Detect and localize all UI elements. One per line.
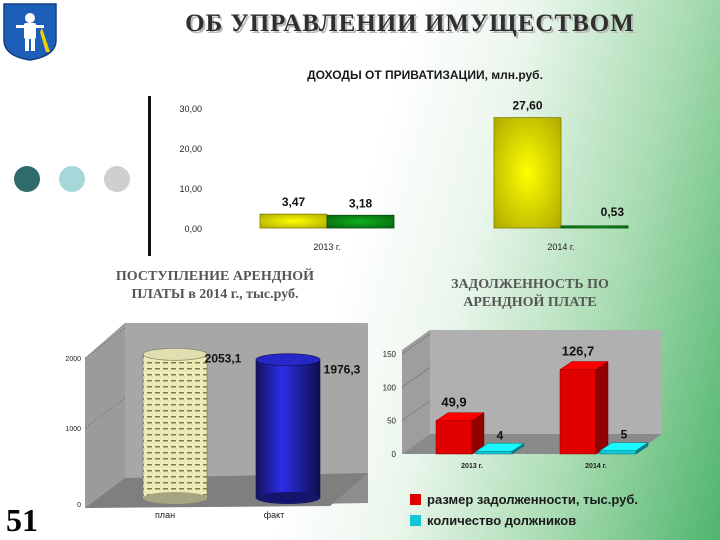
debt-gridline xyxy=(401,400,431,421)
privatization-data-label: 3,18 xyxy=(349,196,373,210)
debt-gridline xyxy=(401,333,431,355)
debt-side-wall xyxy=(402,330,430,454)
debt-bar-side xyxy=(511,442,525,455)
debt-bar-side xyxy=(635,442,649,455)
rent-y-tick-label: 1000 xyxy=(65,426,81,433)
legend-swatch-debt-size xyxy=(410,494,421,505)
debt-data-label: 4 xyxy=(497,428,504,442)
privatization-y-tick-label: 10,00 xyxy=(179,184,202,194)
rent-chart: 0 1000 2000 2053,1 план 1976,3 факт xyxy=(65,323,368,520)
rent-bar-cylinder xyxy=(142,353,208,499)
legend-swatch-debtor-count xyxy=(410,515,421,526)
legend-label-debt-size: размер задолженности, тыс.руб. xyxy=(427,492,639,507)
privatization-data-label: 3,47 xyxy=(282,195,306,209)
rent-bar-base xyxy=(143,492,207,504)
privatization-chart: 0,00 10,00 20,00 30,00 3,47 3,18 2013 г. 27,60 0… xyxy=(179,99,629,252)
rent-side-wall xyxy=(85,323,125,508)
debt-x-tick-label: 2014 г. xyxy=(585,463,607,470)
privatization-y-tick-label: 30,00 xyxy=(179,104,202,114)
debt-bar xyxy=(435,420,473,455)
rent-bar-top xyxy=(142,347,208,361)
decor-dot-dark xyxy=(14,166,40,192)
debt-y-tick-label: 50 xyxy=(387,417,396,426)
rent-data-label: 2053,1 xyxy=(205,351,242,365)
debt-bar xyxy=(599,450,637,455)
decor-dot-grey xyxy=(104,166,130,192)
city-crest-logo xyxy=(3,3,57,61)
privatization-axis-line xyxy=(148,96,151,256)
privatization-data-label: 0,53 xyxy=(601,205,625,219)
privatization-bar xyxy=(259,213,328,229)
debt-y-tick-label: 0 xyxy=(392,450,397,459)
slide-number: 51 xyxy=(6,502,38,538)
privatization-x-tick-label: 2013 г. xyxy=(313,242,340,252)
debt-x-tick-label: 2013 г. xyxy=(461,463,483,470)
debt-bar-side xyxy=(595,361,609,455)
debt-data-label: 126,7 xyxy=(562,344,595,359)
rent-y-tick-label: 2000 xyxy=(65,356,81,363)
legend-item-debt-size: размер задолженности, тыс.руб. xyxy=(410,492,638,507)
debt-chart: 0 50 100 150 49,9 4 2013 г. 126,7 5 2014 г. xyxy=(383,330,662,470)
rent-data-label: 1976,3 xyxy=(324,363,361,377)
rent-bar-cylinder xyxy=(255,359,321,499)
page-title: ОБ УПРАВЛЕНИИ ИМУЩЕСТВОМ xyxy=(185,10,635,37)
debt-data-label: 5 xyxy=(621,428,628,442)
rent-bar-top xyxy=(255,353,321,366)
debt-chart-title: ЗАДОЛЖЕННОСТЬ ПО АРЕНДНОЙ ПЛАТЕ xyxy=(451,277,609,310)
rent-chart-title: ПОСТУПЛЕНИЕ АРЕНДНОЙ ПЛАТЫ в 2014 г., ты… xyxy=(115,269,315,302)
privatization-bar xyxy=(493,117,562,229)
decor-dot-light xyxy=(59,166,85,192)
privatization-chart-title: ДОХОДЫ ОТ ПРИВАТИЗАЦИИ, млн.руб. xyxy=(307,68,543,82)
privatization-y-tick-label: 0,00 xyxy=(184,224,202,234)
rent-bar-base xyxy=(256,492,320,504)
privatization-x-tick-label: 2014 г. xyxy=(547,242,574,252)
rent-gridline xyxy=(84,397,126,429)
debt-bar xyxy=(559,369,597,455)
rent-x-tick-label: план xyxy=(155,510,175,520)
legend-label-debtor-count: количество должников xyxy=(427,513,577,528)
debt-gridline xyxy=(401,367,431,388)
debt-y-tick-label: 150 xyxy=(383,350,397,359)
privatization-y-tick-label: 20,00 xyxy=(179,144,202,154)
privatization-data-label: 27,60 xyxy=(512,99,542,113)
rent-floor-top xyxy=(85,473,368,508)
debt-data-label: 49,9 xyxy=(441,395,466,410)
rent-gridline xyxy=(84,327,126,359)
debt-legend: размер задолженности, тыс.руб. количеств… xyxy=(410,492,638,528)
privatization-bar xyxy=(326,214,395,229)
debt-bar xyxy=(475,451,513,455)
privatization-bar xyxy=(560,225,629,229)
legend-item-debtor-count: количество должников xyxy=(410,513,638,528)
rent-y-tick-label: 0 xyxy=(77,502,81,509)
debt-y-tick-label: 100 xyxy=(383,383,397,392)
rent-x-tick-label: факт xyxy=(264,510,285,520)
